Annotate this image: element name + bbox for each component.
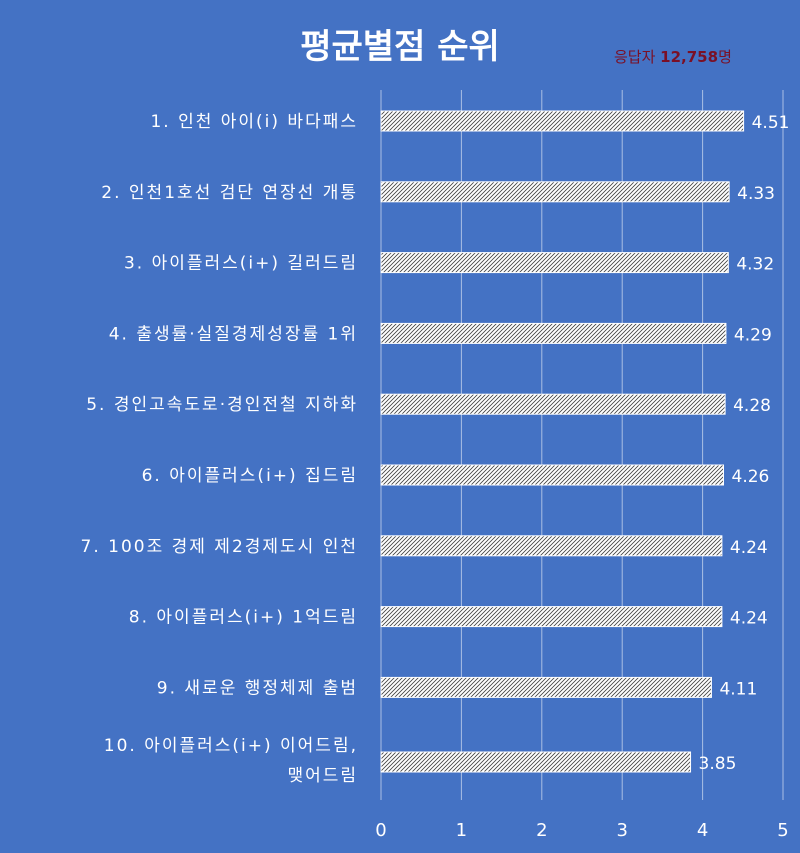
bar [380,393,726,415]
category-label: 8. 아이플러스(i+) 1억드림 [129,608,358,628]
category-label: 4. 출생률·실질경제성장률 1위 [109,324,358,344]
respondent-suffix: 명 [718,48,732,66]
bar [380,181,730,203]
value-label: 4.32 [736,255,774,275]
bar [380,751,692,773]
bars [380,110,745,773]
value-label: 4.24 [730,609,768,629]
x-axis-tick-labels: 0 1 2 3 4 5 [375,820,788,841]
value-label: 4.29 [734,325,772,345]
category-label-line: 4. 출생률·실질경제성장률 1위 [109,324,358,344]
value-label: 4.26 [732,467,770,487]
bar [380,606,723,628]
category-label: 5. 경인고속도로·경인전철 지하화 [86,395,358,415]
value-labels: 4.51 4.33 4.32 4.29 4.28 4.26 4.24 4.24 4.11 3.85 [699,113,790,774]
category-label-line: 2. 인천1호선 검단 연장선 개통 [101,183,358,203]
bar [380,464,725,486]
x-tick-label: 1 [456,820,467,841]
category-label-line: 맺어드림 [287,766,358,786]
category-label-line: 7. 100조 경제 제2경제도시 인천 [81,537,359,557]
bar [380,676,712,698]
category-label-line: 8. 아이플러스(i+) 1억드림 [129,608,358,628]
x-tick-label: 5 [777,820,788,841]
value-label: 3.85 [699,754,737,774]
value-label: 4.51 [752,113,790,133]
respondent-number: 12,758 [660,48,718,66]
category-label: 1. 인천 아이(i) 바다패스 [150,112,358,132]
category-label: 9. 새로운 행정체제 출범 [157,678,358,698]
value-label: 4.33 [737,184,775,204]
category-label-line: 3. 아이플러스(i+) 길러드림 [124,254,358,274]
category-label: 3. 아이플러스(i+) 길러드림 [124,254,358,274]
x-tick-label: 0 [375,820,386,841]
value-label: 4.28 [733,396,771,416]
category-label-line: 5. 경인고속도로·경인전철 지하화 [86,395,358,415]
category-label: 10. 아이플러스(i+) 이어드림, 맺어드림 [104,736,358,786]
bar [380,252,729,274]
respondent-prefix: 응답자 [614,48,660,66]
category-labels: 1. 인천 아이(i) 바다패스 2. 인천1호선 검단 연장선 개통 3. 아이플… [81,112,359,786]
bar [380,535,723,557]
category-label-line: 10. 아이플러스(i+) 이어드림, [104,736,358,756]
bar [380,110,745,132]
respondent-count: 응답자 12,758명 [614,48,732,66]
category-label: 2. 인천1호선 검단 연장선 개통 [101,183,358,203]
category-label: 7. 100조 경제 제2경제도시 인천 [81,537,359,557]
value-label: 4.11 [719,679,757,699]
category-label: 6. 아이플러스(i+) 집드림 [142,466,358,486]
bar [380,322,727,344]
x-tick-label: 2 [536,820,547,841]
category-label-line: 1. 인천 아이(i) 바다패스 [150,112,358,132]
x-tick-label: 4 [697,820,708,841]
category-label-line: 6. 아이플러스(i+) 집드림 [142,466,358,486]
value-label: 4.24 [730,538,768,558]
x-tick-label: 3 [616,820,627,841]
chart-title: 평균별점 순위 [300,27,500,67]
category-label-line: 9. 새로운 행정체제 출범 [157,678,358,698]
gridlines [380,90,784,800]
